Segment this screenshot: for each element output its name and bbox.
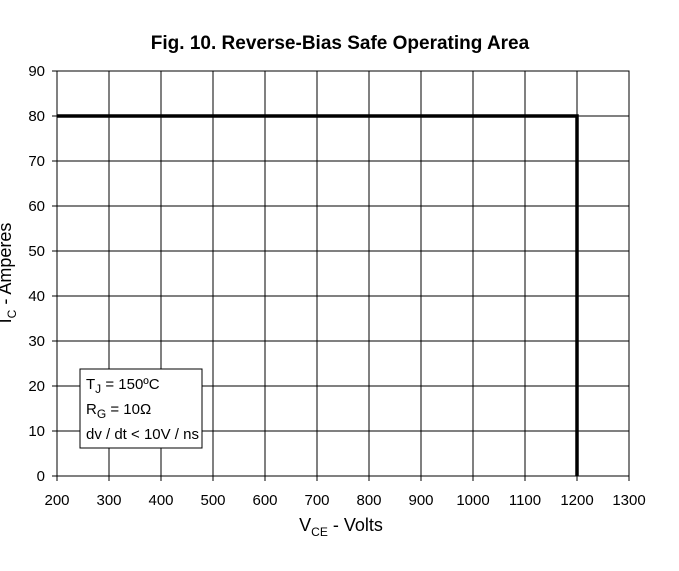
- conditions-box: TJ = 150ºC RG = 10Ω dv / dt < 10V / ns: [79, 368, 203, 449]
- x-axis-ticks: 200 300 400 500 600 700 800 900 1000 1100 1200 1300: [44, 476, 646, 509]
- x-tick-label: 500: [200, 492, 225, 509]
- y-tick-label: 20: [28, 378, 45, 395]
- y-axis-ticks: 0 10 20 30 40 50 60 70 80 90: [28, 63, 57, 485]
- y-tick-label: 60: [28, 198, 45, 215]
- x-tick-label: 300: [96, 492, 121, 509]
- x-tick-label: 700: [304, 492, 329, 509]
- y-tick-label: 0: [37, 468, 45, 485]
- y-tick-label: 80: [28, 108, 45, 125]
- y-tick-label: 70: [28, 153, 45, 170]
- y-tick-label: 40: [28, 288, 45, 305]
- soa-boundary-line: [57, 114, 579, 476]
- conditions-box-frame: [79, 368, 203, 449]
- x-tick-label: 900: [408, 492, 433, 509]
- x-tick-label: 400: [148, 492, 173, 509]
- condition-line: dv / dt < 10V / ns: [86, 426, 199, 443]
- series-layer: [57, 114, 579, 476]
- x-tick-label: 200: [44, 492, 69, 509]
- y-tick-label: 30: [28, 333, 45, 350]
- x-tick-label: 1100: [509, 492, 541, 509]
- x-axis-label: VCE - Volts: [299, 515, 383, 539]
- x-tick-label: 1300: [612, 492, 645, 509]
- condition-line: RG = 10Ω: [86, 401, 151, 421]
- y-axis-label: IC - Amperes: [0, 223, 19, 324]
- x-tick-label: 800: [356, 492, 381, 509]
- x-tick-label: 1000: [456, 492, 489, 509]
- x-tick-label: 600: [252, 492, 277, 509]
- y-tick-label: 10: [28, 423, 45, 440]
- y-tick-label: 90: [28, 63, 45, 80]
- y-tick-label: 50: [28, 243, 45, 260]
- chart-title: Fig. 10. Reverse-Bias Safe Operating Are…: [151, 33, 530, 54]
- plot-frame: [56, 70, 630, 477]
- x-tick-label: 1200: [560, 492, 593, 509]
- condition-line: TJ = 150ºC: [86, 376, 160, 396]
